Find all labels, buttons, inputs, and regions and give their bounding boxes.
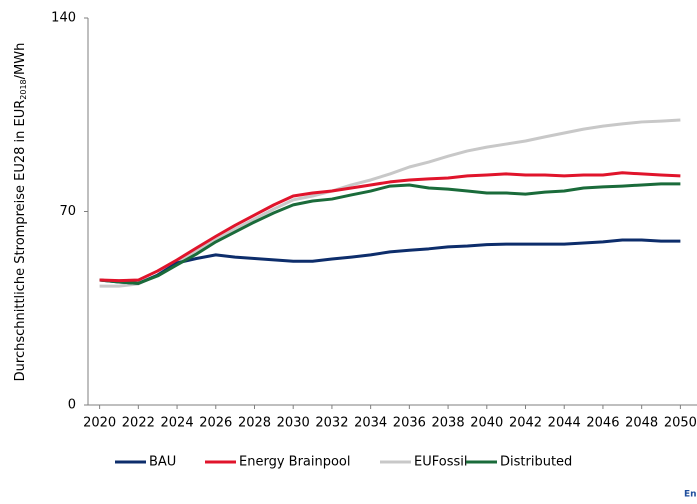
y-tick-label: 70 [59,204,76,219]
x-tick-label: 2026 [199,416,232,431]
x-tick-label: 2020 [83,416,116,431]
y-label-part: Durchschnittliche Strompreise EU28 in EU… [13,100,28,382]
x-tick-label: 2036 [393,416,426,431]
x-tick-label: 2032 [315,416,348,431]
x-tick-label: 2030 [277,416,310,431]
legend-label: Energy Brainpool [239,455,351,470]
x-tick-label: 2042 [509,416,542,431]
legend-label: BAU [149,455,176,470]
y-axis-label: Durchschnittliche Strompreise EU28 in EU… [13,43,28,382]
y-label-part: /MWh [13,43,28,80]
x-tick-label: 2034 [354,416,387,431]
y-tick-label: 0 [68,398,76,413]
legend-label: Distributed [500,455,572,470]
x-tick-label: 2040 [470,416,503,431]
series-line [99,238,681,285]
y-tick-label: 140 [51,11,76,26]
x-tick-label: 2022 [122,416,155,431]
y-label-sub: 2018 [19,79,28,99]
x-tick-label: 2028 [238,416,271,431]
source-fragment: En [684,490,697,500]
x-tick-label: 2048 [625,416,658,431]
x-tick-label: 2046 [586,416,619,431]
x-tick-label: 2024 [161,416,194,431]
series-line [99,182,681,285]
series-line [99,171,681,283]
series-line [99,118,681,288]
x-tick-label: 2050 [664,416,697,431]
legend-label: EUFossil [414,455,467,470]
x-tick-label: 2038 [432,416,465,431]
x-tick-label: 2044 [548,416,581,431]
